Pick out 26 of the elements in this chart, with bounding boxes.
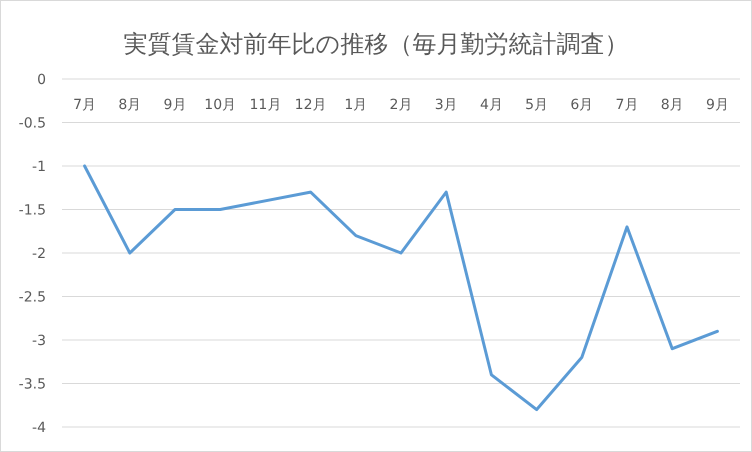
- y-tick-label: -2.5: [18, 290, 46, 306]
- x-tick-label: 9月: [706, 97, 729, 113]
- x-tick-label: 8月: [660, 97, 684, 113]
- x-tick-label: 4月: [480, 97, 503, 113]
- x-tick-label: 12月: [294, 97, 327, 113]
- x-tick-label: 7月: [616, 97, 638, 113]
- x-tick-label: 11月: [249, 97, 282, 113]
- y-tick-label: -1.5: [18, 202, 46, 218]
- x-tick-label: 8月: [118, 97, 142, 113]
- y-tick-label: -4: [32, 420, 46, 436]
- x-tick-label: 7月: [73, 97, 96, 113]
- x-tick-label: 1月: [344, 97, 368, 113]
- y-tick-label: 0: [37, 72, 46, 88]
- y-tick-label: -0.5: [18, 116, 46, 132]
- y-tick-label: -2: [32, 246, 46, 262]
- y-tick-label: -1: [32, 159, 46, 175]
- x-tick-label: 3月: [434, 97, 458, 113]
- x-tick-label: 9月: [164, 97, 186, 113]
- x-tick-label: 6月: [570, 97, 594, 113]
- x-tick-label: 5月: [525, 97, 548, 113]
- line-series: [83, 164, 719, 412]
- x-tick-label: 10月: [204, 97, 236, 113]
- chart-title: 実質賃金対前年比の推移（毎月勤労統計調査）: [124, 30, 628, 58]
- x-tick-label: 2月: [390, 97, 412, 113]
- y-tick-label: -3: [32, 333, 46, 349]
- y-tick-label: -3.5: [18, 376, 46, 392]
